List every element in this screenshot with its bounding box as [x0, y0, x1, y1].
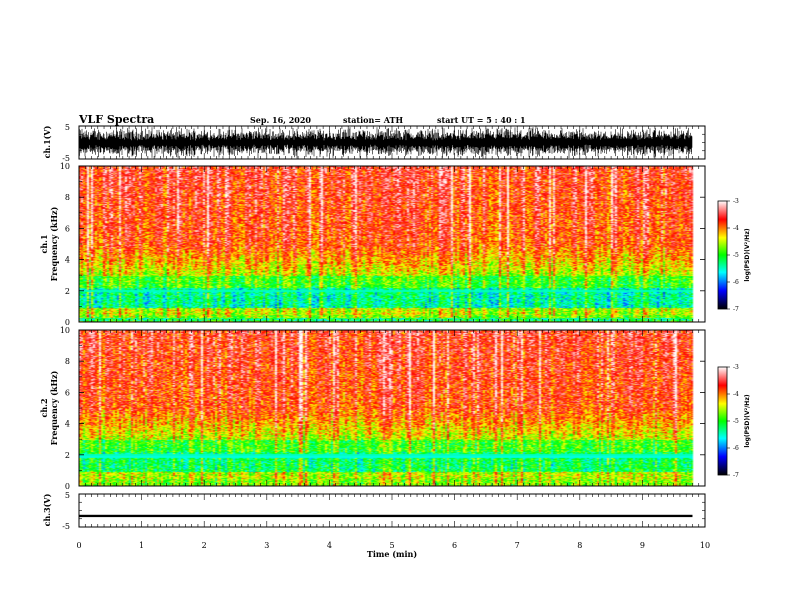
- ch1-spectrogram-ylabel-ch: ch.1: [39, 234, 49, 253]
- ch1-spec-ytick-label: 2: [65, 287, 70, 296]
- ch1-colorbar: log(PSD)(V²/Hz) -3 -4 -5 -6 -7: [717, 198, 751, 313]
- ch2-spec-ytick-label: 2: [65, 451, 70, 460]
- colorbar-tick-label: -3: [733, 198, 739, 205]
- ch2-spectrogram-panel: ch.2 Frequency (kHz) 0 2 4 6 8 10: [39, 326, 706, 491]
- ch1-spec-ytick-label: 10: [60, 162, 70, 171]
- ch2-spectrogram-ylabel-ch: ch.2: [39, 398, 49, 417]
- ch2-spec-ytick-label: 6: [65, 388, 70, 397]
- ch2-colorbar-label: log(PSD)(V²/Hz): [744, 394, 751, 447]
- ch2-spectrogram-ylabel-freq: Frequency (kHz): [49, 370, 59, 445]
- ch1-spectrogram-image: [79, 166, 705, 322]
- ch2-spec-ytick-label: 4: [65, 420, 70, 429]
- colorbar-tick-label: -7: [733, 306, 739, 313]
- ch1-spec-ytick-label: 8: [65, 193, 70, 202]
- time-tick-label: 5: [389, 541, 394, 550]
- colorbar-tick-label: -7: [733, 472, 739, 479]
- start-ut-label: start UT = 5 : 40 : 1: [437, 115, 526, 125]
- time-tick-label: 4: [327, 541, 332, 550]
- ch2-colorbar: log(PSD)(V²/Hz) -3 -4 -5 -6 -7: [717, 364, 751, 479]
- time-tick-label: 9: [640, 541, 645, 550]
- time-tick-label: 8: [577, 541, 582, 550]
- ch1-spec-ytick-label: 4: [65, 256, 70, 265]
- ch2-spec-ytick-label: 8: [65, 357, 70, 366]
- time-tick-label: 7: [515, 541, 520, 550]
- time-tick-label: 10: [700, 541, 710, 550]
- colorbar-tick-label: -6: [733, 445, 739, 452]
- ch3-ytick-bottom: -5: [62, 522, 70, 531]
- colorbar-tick-label: -5: [733, 418, 739, 425]
- time-tick-label: 3: [264, 541, 269, 550]
- time-axis: 0 1 2 3 4 5 6 7 8 9 10: [76, 126, 710, 550]
- ch3-waveform-ylabel: ch.3(V): [42, 493, 52, 526]
- figure-title: VLF Spectra: [78, 113, 154, 126]
- ch1-spec-ytick-label: 0: [65, 318, 70, 327]
- colorbar-tick-label: -3: [733, 364, 739, 371]
- colorbar-tick-label: -5: [733, 252, 739, 259]
- ch2-spec-ytick-label: 0: [65, 482, 70, 491]
- station-label: station= ATH: [343, 115, 403, 125]
- time-tick-label: 0: [76, 541, 81, 550]
- time-tick-label: 1: [139, 541, 144, 550]
- time-tick-label: 2: [202, 541, 207, 550]
- ch1-colorbar-label: log(PSD)(V²/Hz): [744, 228, 751, 281]
- time-tick-label: 6: [452, 541, 457, 550]
- colorbar-tick-label: -6: [733, 279, 739, 286]
- ch1-spectrogram-ylabel-freq: Frequency (kHz): [49, 206, 59, 281]
- time-axis-label: Time (min): [367, 549, 417, 559]
- ch2-spec-ytick-label: 10: [60, 326, 70, 335]
- ch2-spectrogram-image: [79, 330, 705, 486]
- ch3-waveform-trace: [79, 514, 693, 518]
- ch1-spectrogram-panel: ch.1 Frequency (kHz) 0 2 4 6 8 10: [39, 162, 706, 327]
- ch1-ytick-top: 5: [65, 123, 70, 132]
- ch3-ytick-top: 5: [65, 491, 70, 500]
- date-label: Sep. 16, 2020: [250, 115, 311, 125]
- colorbar-tick-label: -4: [733, 225, 739, 232]
- ch1-spec-ytick-label: 6: [65, 224, 70, 233]
- ch1-ytick-bottom: -5: [62, 154, 70, 163]
- ch1-waveform-ylabel: ch.1(V): [42, 125, 52, 158]
- colorbar-tick-label: -4: [733, 391, 739, 398]
